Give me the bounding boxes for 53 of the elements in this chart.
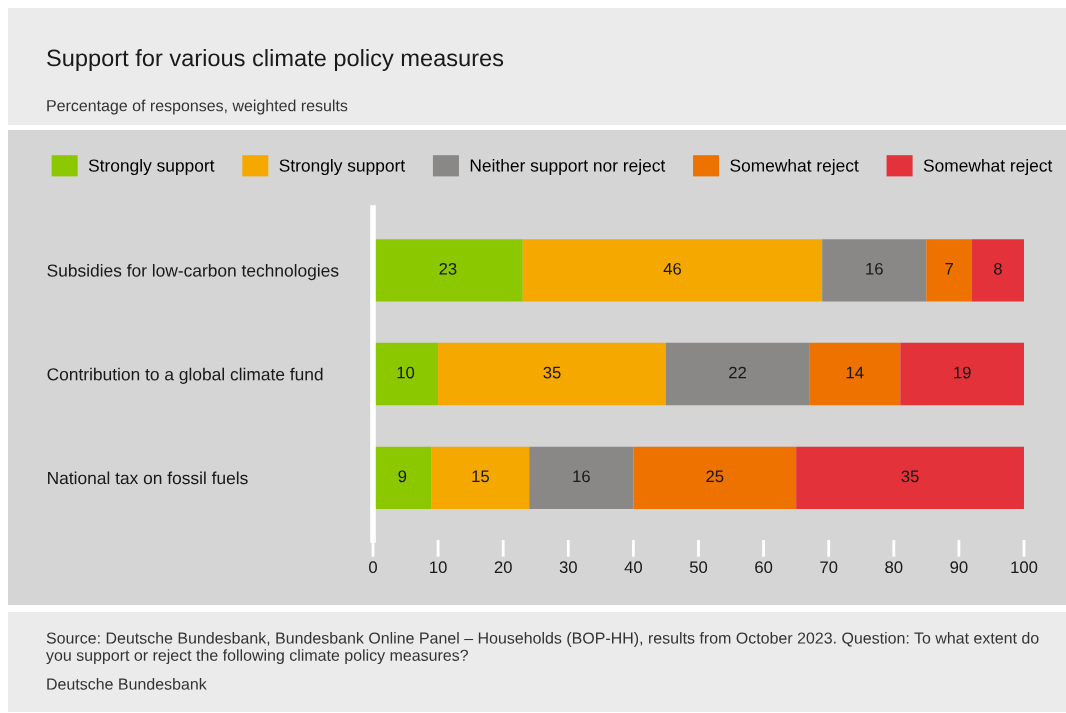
y-tick-label: Contribution to a global climate fund: [47, 367, 323, 384]
bar: [373, 239, 523, 302]
legend-label: Neither support nor reject: [470, 158, 666, 176]
legend-label: Somewhat reject: [730, 158, 859, 176]
x-tick-label: 60: [755, 561, 773, 574]
x-tick-label: 90: [950, 561, 968, 574]
data-label: 8: [994, 262, 1002, 275]
legend-label: Somewhat reject: [923, 158, 1053, 176]
bar: [431, 446, 530, 509]
data-label: 16: [866, 262, 883, 275]
bar: [809, 342, 901, 406]
x-tick-label: 40: [624, 561, 643, 574]
bar: [633, 446, 797, 509]
data-label: 46: [663, 262, 681, 275]
legend-label: Strongly support: [279, 158, 406, 176]
bar: [971, 239, 1024, 302]
data-label: 16: [573, 470, 590, 483]
x-tick-label: 70: [820, 561, 838, 574]
data-label: 25: [706, 470, 724, 483]
y-tick-label: Subsidies for low-carbon technologies: [47, 263, 339, 281]
bar: [373, 342, 439, 406]
data-label: 35: [901, 470, 919, 483]
bar: [665, 342, 810, 406]
bar: [926, 239, 972, 302]
data-label: 9: [398, 470, 407, 483]
x-tick-label: 20: [494, 561, 512, 574]
data-label: 23: [439, 262, 457, 275]
x-tick-label: 0: [369, 561, 377, 574]
data-label: 7: [945, 263, 953, 275]
bar: [900, 342, 1024, 406]
data-label: 15: [472, 470, 489, 483]
x-tick-label: 50: [689, 561, 708, 574]
bar: [796, 446, 1024, 509]
text: Deutsche Bundesbank: [47, 678, 207, 690]
text: Percentage of responses, weighted results: [47, 99, 348, 115]
bar: [373, 446, 432, 509]
data-label: 19: [954, 366, 971, 379]
data-label: 10: [397, 366, 415, 379]
data-label: 14: [846, 366, 864, 379]
x-tick-label: 80: [885, 561, 903, 574]
bar: [529, 446, 634, 509]
bar: [438, 342, 666, 406]
y-tick-label: National tax on fossil fuels: [48, 471, 248, 485]
bar: [822, 239, 927, 302]
x-tick-label: 30: [559, 561, 577, 574]
bar: [522, 239, 823, 302]
data-label: 35: [543, 366, 561, 379]
source-note: Source: Deutsche Bundesbank, Bundesbank Online Panel – Households (BOP-HH), results from October 2023. Question: To what extent do you support or reject the following climate policy measures?: [46, 632, 1039, 665]
legend-label: Strongly support: [88, 158, 215, 176]
chart-title: Support for various climate policy measures: [47, 49, 504, 72]
x-tick-label: 10: [430, 561, 447, 574]
x-tick-label: 100: [1011, 561, 1038, 574]
data-label: 22: [729, 366, 746, 379]
